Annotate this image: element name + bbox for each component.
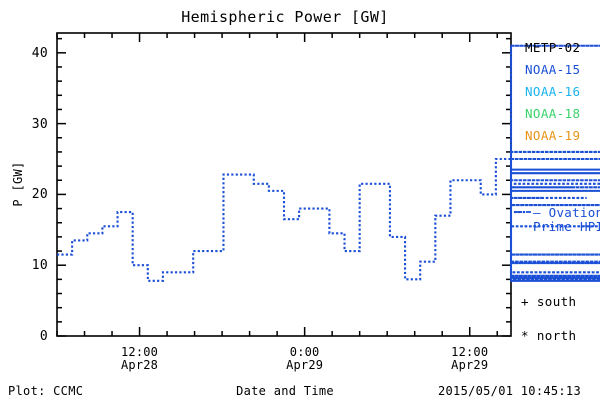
north-marker-label: * north: [521, 328, 577, 343]
data-series-layer: [57, 44, 600, 282]
x-tick-time: 12:00: [120, 345, 159, 359]
plot-credit: Plot: CCMC: [8, 384, 84, 398]
legend-item-noaa-16[interactable]: NOAA-16: [525, 84, 581, 99]
ovation-label-line2: Prime HPI: [533, 219, 600, 234]
x-tick-date: Apr28: [120, 358, 159, 372]
x-tick-time: 0:00: [289, 345, 320, 359]
y-axis-ticks: [57, 37, 511, 337]
x-tick-date: Apr29: [286, 358, 324, 372]
x-tick-date: Apr30: [590, 359, 600, 372]
legend-item-noaa-18[interactable]: NOAA-18: [525, 106, 581, 121]
legend-item-noaa-15[interactable]: NOAA-15: [525, 62, 581, 77]
y-tick-label: 20: [31, 187, 48, 203]
ovation-label-line1: — Ovation: [533, 205, 600, 220]
x-tick-label: 12:00 Apr29: [425, 346, 515, 372]
x-axis-label: Date and Time: [236, 384, 334, 398]
y-tick-label: 30: [31, 116, 48, 132]
x-tick-label: 0:00Apr30: [590, 346, 600, 372]
legend-item-metp-02[interactable]: METP-02: [525, 40, 581, 55]
y-tick-label: 0: [39, 329, 48, 344]
x-tick-time: 12:00: [451, 345, 489, 359]
axes-frame: [56, 32, 512, 337]
x-tick-label: 12:00 Apr28: [95, 346, 185, 372]
x-tick-label: 0:00 Apr29: [260, 346, 350, 372]
x-tick-date: Apr29: [451, 358, 489, 372]
x-axis-ticks: [56, 33, 498, 336]
data-series-noaa-15: [57, 44, 600, 282]
chart-title: Hemispheric Power [GW]: [181, 8, 389, 26]
legend-item-noaa-19[interactable]: NOAA-19: [525, 128, 581, 143]
ovation-prime-hpi-label: — Ovation Prime HPI: [533, 206, 600, 234]
plot-timestamp: 2015/05/01 10:45:13: [438, 384, 581, 398]
plot-frame: [56, 32, 512, 337]
y-tick-label: 40: [31, 45, 48, 61]
south-marker-label: + south: [521, 294, 577, 309]
y-tick-label: 10: [31, 258, 48, 274]
x-tick-time: 0:00: [590, 346, 600, 359]
